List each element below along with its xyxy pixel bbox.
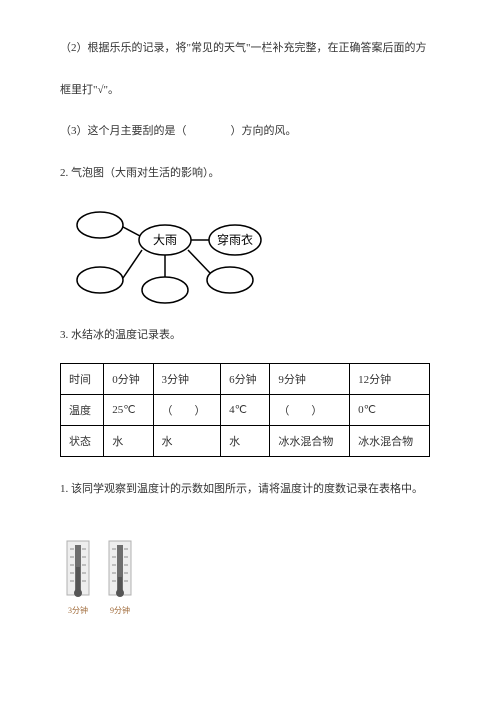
- bubble-right-text: 穿雨衣: [217, 232, 253, 247]
- section-2-title: 2. 气泡图（大雨对生活的影响）。: [60, 165, 440, 183]
- thermometer-right: 9分钟: [107, 539, 133, 616]
- section-1b: 1. 该同学观察到温度计的示数如图所示，请将温度计的度数记录在表格中。: [60, 481, 440, 499]
- cell: 4℃: [221, 394, 270, 425]
- cell: 0分钟: [104, 363, 153, 394]
- cell: 水: [221, 425, 270, 456]
- cell: （ ）: [270, 394, 350, 425]
- table-row: 时间 0分钟 3分钟 6分钟 9分钟 12分钟: [61, 363, 430, 394]
- thermo-label-left: 3分钟: [66, 605, 90, 616]
- cell: 12分钟: [350, 363, 430, 394]
- cell: 状态: [61, 425, 104, 456]
- cell: 温度: [61, 394, 104, 425]
- cell: 冰水混合物: [350, 425, 430, 456]
- cell: 0℃: [350, 394, 430, 425]
- cell: 25℃: [104, 394, 153, 425]
- bubble-center-text: 大雨: [153, 233, 177, 247]
- cell: 9分钟: [270, 363, 350, 394]
- cell: （ ）: [153, 394, 221, 425]
- cell: 3分钟: [153, 363, 221, 394]
- table-row: 状态 水 水 水 冰水混合物 冰水混合物: [61, 425, 430, 456]
- section-3-title: 3. 水结冰的温度记录表。: [60, 327, 440, 345]
- freezing-table: 时间 0分钟 3分钟 6分钟 9分钟 12分钟 温度 25℃ （ ） 4℃ （ …: [60, 363, 430, 457]
- question-2-line2: 框里打"√"。: [60, 82, 440, 100]
- bubble-diagram: 大雨 穿雨衣: [70, 200, 440, 305]
- cell: 水: [104, 425, 153, 456]
- cell: 水: [153, 425, 221, 456]
- cell: 时间: [61, 363, 104, 394]
- table-row: 温度 25℃ （ ） 4℃ （ ） 0℃: [61, 394, 430, 425]
- thermometers: 3分钟 9分钟: [65, 539, 440, 616]
- thermometer-left: 3分钟: [65, 539, 91, 616]
- question-3: （3）这个月主要刮的是（ ）方向的风。: [60, 123, 440, 141]
- thermo-label-right: 9分钟: [108, 605, 132, 616]
- question-2-line1: （2）根据乐乐的记录，将"常见的天气"一栏补充完整，在正确答案后面的方: [60, 40, 440, 58]
- cell: 冰水混合物: [270, 425, 350, 456]
- cell: 6分钟: [221, 363, 270, 394]
